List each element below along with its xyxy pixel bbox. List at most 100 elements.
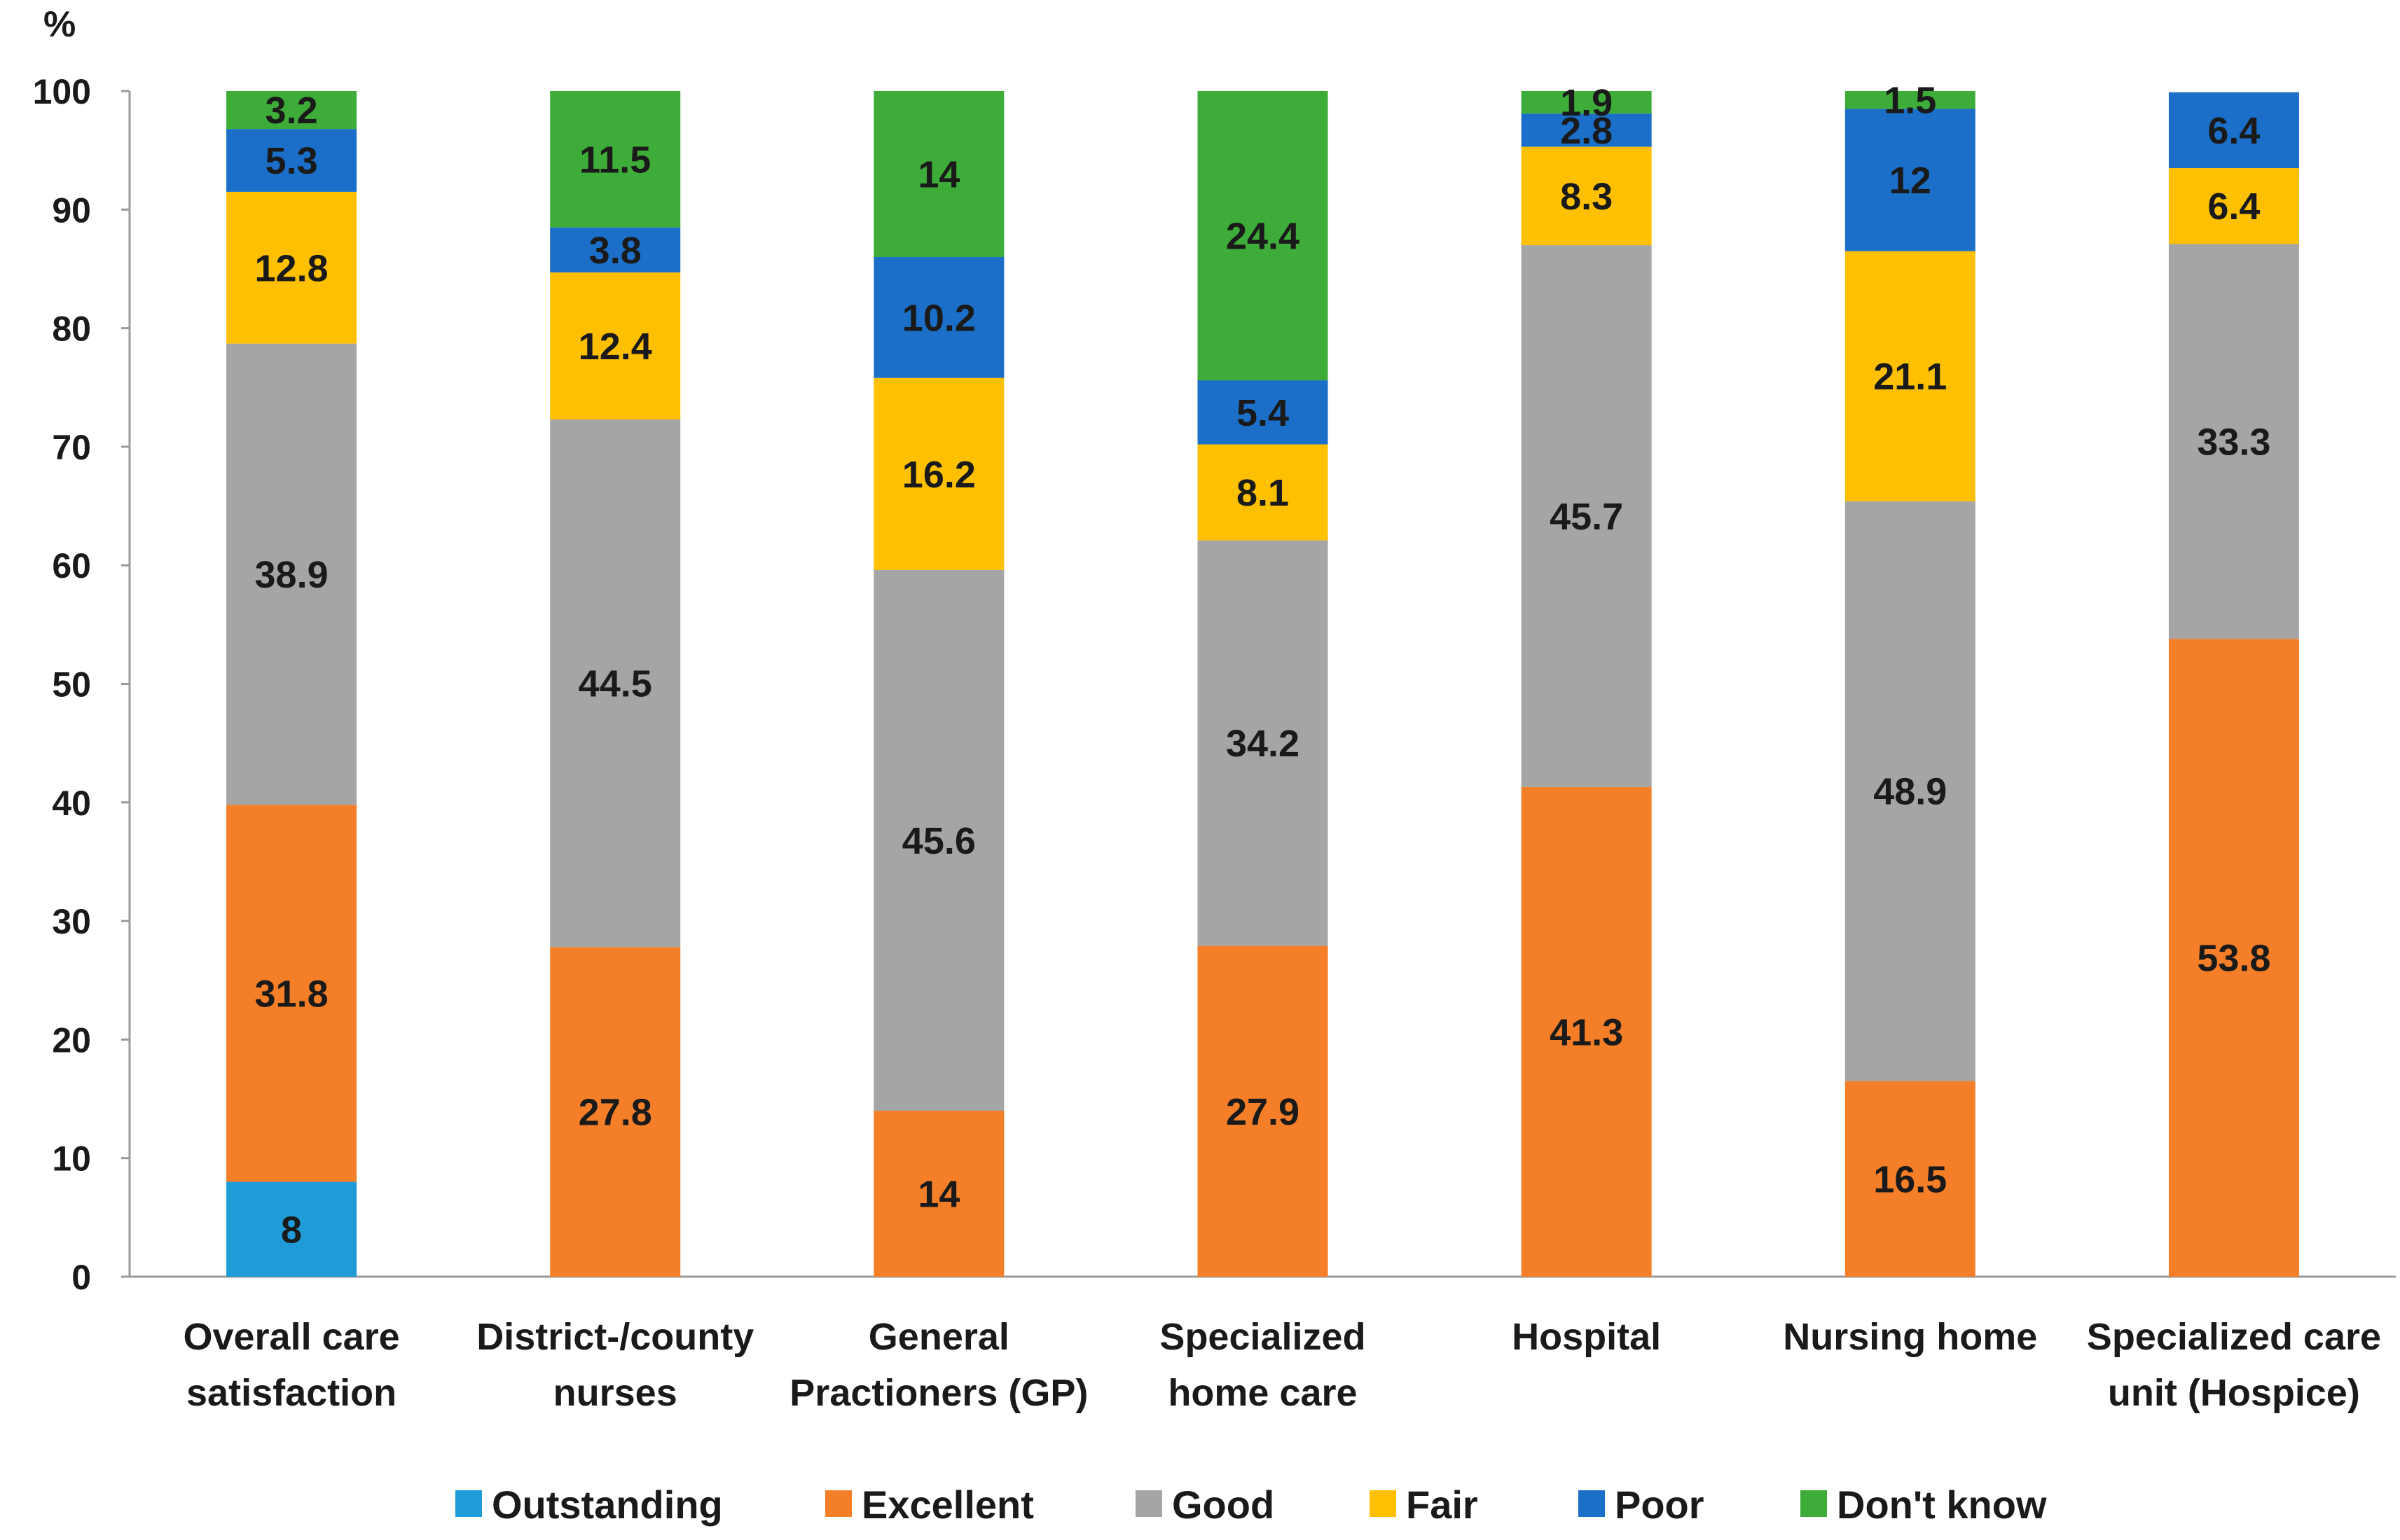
data-label: 6.4 <box>2207 186 2260 228</box>
bar-segment <box>1197 540 1328 946</box>
data-label: 48.9 <box>1873 771 1947 813</box>
bar-segment <box>1197 380 1328 445</box>
data-label: 12.8 <box>255 247 329 289</box>
category-label: Specialized <box>1159 1316 1365 1358</box>
data-label: 24.4 <box>1226 216 1299 258</box>
y-tick-label: 50 <box>52 665 91 705</box>
y-tick-label: 70 <box>52 428 91 467</box>
data-label: 38.9 <box>255 554 329 596</box>
bar-segment <box>1844 251 1975 501</box>
bar-segment <box>550 272 681 419</box>
data-label: 1.9 <box>1560 82 1613 124</box>
data-label: 12.4 <box>579 326 652 368</box>
y-tick-label: 0 <box>71 1258 91 1297</box>
data-label: 45.7 <box>1550 496 1623 538</box>
bar-segment <box>226 191 357 344</box>
bar-segment <box>226 343 357 805</box>
data-label: 53.8 <box>2197 938 2270 980</box>
bar-segment <box>1197 444 1328 541</box>
data-label: 21.1 <box>1873 356 1947 398</box>
y-tick-label: 80 <box>52 310 91 349</box>
bar-segment <box>1844 91 1975 109</box>
legend-label: Fair <box>1406 1483 1478 1527</box>
legend-label: Poor <box>1615 1483 1704 1527</box>
data-label: 3.8 <box>589 230 642 272</box>
data-label: 27.8 <box>579 1092 652 1134</box>
bar-segment <box>2168 244 2299 639</box>
bar-segment <box>226 129 357 192</box>
bar-segment <box>1521 245 1652 787</box>
category-label: District-/county <box>476 1316 754 1358</box>
y-tick-label: 40 <box>52 784 91 823</box>
bar-segment <box>550 419 681 948</box>
category-label: nurses <box>553 1372 677 1414</box>
data-label: 45.6 <box>902 820 976 862</box>
data-label: 12 <box>1889 160 1931 202</box>
data-label: 6.4 <box>2207 110 2260 152</box>
data-label: 16.5 <box>1873 1158 1947 1200</box>
data-label: 11.5 <box>579 139 651 181</box>
bar-segment <box>550 227 681 273</box>
data-label: 27.9 <box>1226 1091 1299 1133</box>
bar-segment <box>1521 91 1652 114</box>
y-tick-label: 10 <box>52 1139 91 1179</box>
bars <box>226 91 2299 1277</box>
bar-segment <box>1521 146 1652 246</box>
category-labels: Overall care satisfaction District-/county… <box>183 1316 2381 1414</box>
bar-segment <box>1844 501 1975 1081</box>
data-label: 34.2 <box>1226 723 1299 765</box>
data-label: 31.8 <box>255 973 329 1015</box>
bar-segment <box>1844 109 1975 251</box>
data-label: 8 <box>281 1209 302 1251</box>
legend-swatch <box>1136 1490 1162 1517</box>
bar-segment <box>550 947 681 1277</box>
bar-segment <box>1521 113 1652 147</box>
category-label: Hospital <box>1512 1316 1661 1358</box>
data-label: 1.5 <box>1884 80 1936 122</box>
data-label: 2.8 <box>1560 110 1613 152</box>
bar-segment <box>1197 91 1328 381</box>
data-label: 33.3 <box>2197 421 2270 463</box>
legend-label: Good <box>1172 1483 1274 1527</box>
data-label: 8.3 <box>1560 176 1613 218</box>
y-tick-label: 60 <box>52 546 91 585</box>
y-tick-label: 30 <box>52 902 91 941</box>
category-label: General <box>869 1316 1009 1358</box>
data-label: 5.4 <box>1236 392 1289 434</box>
data-label: 10.2 <box>902 297 976 339</box>
category-label: Nursing home <box>1783 1316 2037 1358</box>
data-label: 14 <box>918 154 960 196</box>
legend-label: Don't know <box>1837 1483 2047 1527</box>
legend-swatch <box>1578 1490 1605 1517</box>
bar-segment <box>226 91 357 130</box>
bar-segment <box>2168 92 2299 169</box>
bar-segment <box>226 805 357 1182</box>
legend-swatch <box>1370 1490 1396 1517</box>
legend-swatch <box>1800 1490 1827 1517</box>
data-label: 5.3 <box>265 140 318 182</box>
legend: Outstanding Excellent Good Fair Poor Don't kn… <box>455 1483 2047 1527</box>
data-label: 41.3 <box>1550 1011 1623 1053</box>
category-label: Specialized care <box>2087 1316 2381 1358</box>
bar-segment <box>1844 1081 1975 1277</box>
data-labels: 8 31.8 38.9 12.8 5.3 3.2 27.8 44.5 12.4 3.8 11.5 14… <box>255 80 2271 1251</box>
y-tick-label: 90 <box>52 190 91 230</box>
bar-segment <box>874 569 1005 1111</box>
bar-segment <box>550 91 681 228</box>
category-label: unit (Hospice) <box>2108 1372 2360 1414</box>
category-label: Practioners (GP) <box>789 1372 1088 1414</box>
bar-segment <box>2168 168 2299 244</box>
data-label: 8.1 <box>1236 472 1289 514</box>
bar-segment <box>2168 639 2299 1277</box>
bar-segment <box>874 91 1005 258</box>
legend-swatch <box>455 1490 482 1517</box>
category-label: home care <box>1168 1372 1357 1414</box>
data-label: 14 <box>918 1173 960 1215</box>
bar-segment <box>874 1110 1005 1277</box>
legend-label: Excellent <box>862 1483 1034 1527</box>
category-label: Overall care <box>183 1316 399 1358</box>
y-tick-label: 20 <box>52 1020 91 1060</box>
data-label: 16.2 <box>902 454 976 496</box>
y-tick-label: 100 <box>33 72 91 111</box>
